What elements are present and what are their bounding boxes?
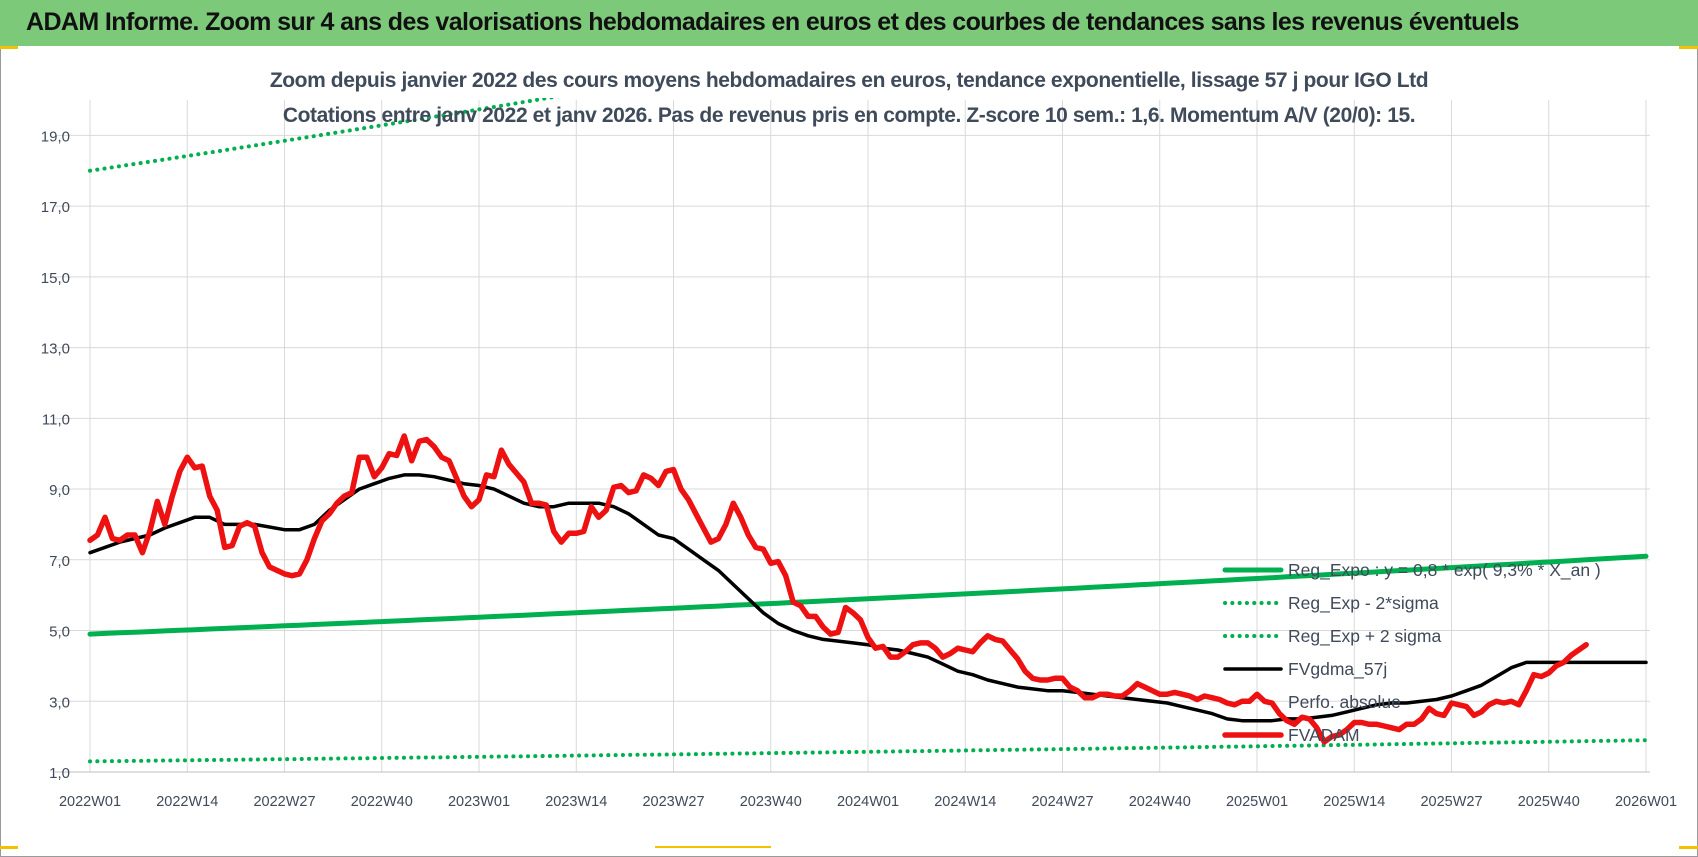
x-tick-label: 2025W27 bbox=[1420, 794, 1482, 810]
x-tick-label: 2022W01 bbox=[59, 794, 121, 810]
y-axis-ticks: 1,0 3,0 5,0 7,0 9,0 11,0 13,0 15,0 17,0 19,0 bbox=[41, 128, 70, 782]
x-tick-label: 2026W01 bbox=[1615, 794, 1677, 810]
legend-label: FVADAM bbox=[1288, 725, 1360, 745]
series-fvadam bbox=[87, 433, 1589, 745]
x-tick-label: 2022W27 bbox=[253, 794, 315, 810]
x-tick-label: 2024W40 bbox=[1129, 794, 1191, 810]
x-tick-label: 2022W40 bbox=[351, 794, 413, 810]
y-tick-label: 9,0 bbox=[49, 482, 70, 499]
series-reg-expo bbox=[87, 553, 1649, 637]
legend-label: Perfo. absolue bbox=[1288, 692, 1401, 712]
x-tick-label: 2025W40 bbox=[1518, 794, 1580, 810]
y-tick-label: 1,0 bbox=[49, 765, 70, 782]
series-reg-exp-plus-2sigma bbox=[88, 98, 560, 173]
y-tick-label: 11,0 bbox=[42, 411, 70, 428]
y-tick-label: 17,0 bbox=[41, 199, 70, 216]
y-tick-label: 13,0 bbox=[41, 341, 70, 358]
y-tick-label: 15,0 bbox=[41, 270, 70, 287]
corner-mark-bottom-left bbox=[0, 846, 18, 849]
x-tick-label: 2023W27 bbox=[642, 794, 704, 810]
x-tick-label: 2023W14 bbox=[545, 794, 607, 810]
x-tick-label: 2024W14 bbox=[934, 794, 996, 810]
corner-mark-top-left bbox=[0, 46, 18, 49]
legend-label: Reg_Exp - 2*sigma bbox=[1288, 593, 1439, 614]
legend: Reg_Expo : y = 0,8 * exp( 9,3% * X_an ) R… bbox=[1222, 560, 1601, 745]
selection-handle-bottom bbox=[655, 846, 771, 848]
x-tick-label: 2025W14 bbox=[1323, 794, 1385, 810]
corner-mark-bottom-right bbox=[1679, 846, 1698, 849]
x-tick-label: 2025W01 bbox=[1226, 794, 1288, 810]
legend-label: FVgdma_57j bbox=[1288, 659, 1387, 680]
y-tick-label: 5,0 bbox=[49, 624, 70, 641]
chart-title-line2: Cotations entre janv 2022 et janv 2026. … bbox=[282, 104, 1416, 127]
gridlines bbox=[55, 100, 1650, 773]
banner: ADAM Informe. Zoom sur 4 ans des valoris… bbox=[0, 0, 1698, 46]
x-tick-label: 2024W27 bbox=[1031, 794, 1093, 810]
legend-label: Reg_Exp + 2 sigma bbox=[1288, 626, 1441, 647]
y-tick-label: 7,0 bbox=[49, 553, 70, 570]
x-tick-label: 2024W01 bbox=[837, 794, 899, 810]
x-tick-label: 2023W01 bbox=[448, 794, 510, 810]
y-tick-label: 19,0 bbox=[41, 128, 70, 145]
x-tick-label: 2022W14 bbox=[156, 794, 218, 810]
legend-label: Reg_Expo : y = 0,8 * exp( 9,3% * X_an ) bbox=[1288, 560, 1601, 581]
banner-title: ADAM Informe. Zoom sur 4 ans des valoris… bbox=[26, 8, 1519, 36]
series-layer bbox=[87, 98, 1649, 764]
x-tick-label: 2023W40 bbox=[740, 794, 802, 810]
corner-mark-top-right bbox=[1679, 46, 1698, 49]
x-axis-ticks: 2022W01 2022W14 2022W27 2022W40 2023W01 2023W… bbox=[59, 794, 1677, 810]
y-tick-label: 3,0 bbox=[49, 694, 70, 711]
chart-title-line1: Zoom depuis janvier 2022 des cours moyen… bbox=[269, 69, 1429, 92]
